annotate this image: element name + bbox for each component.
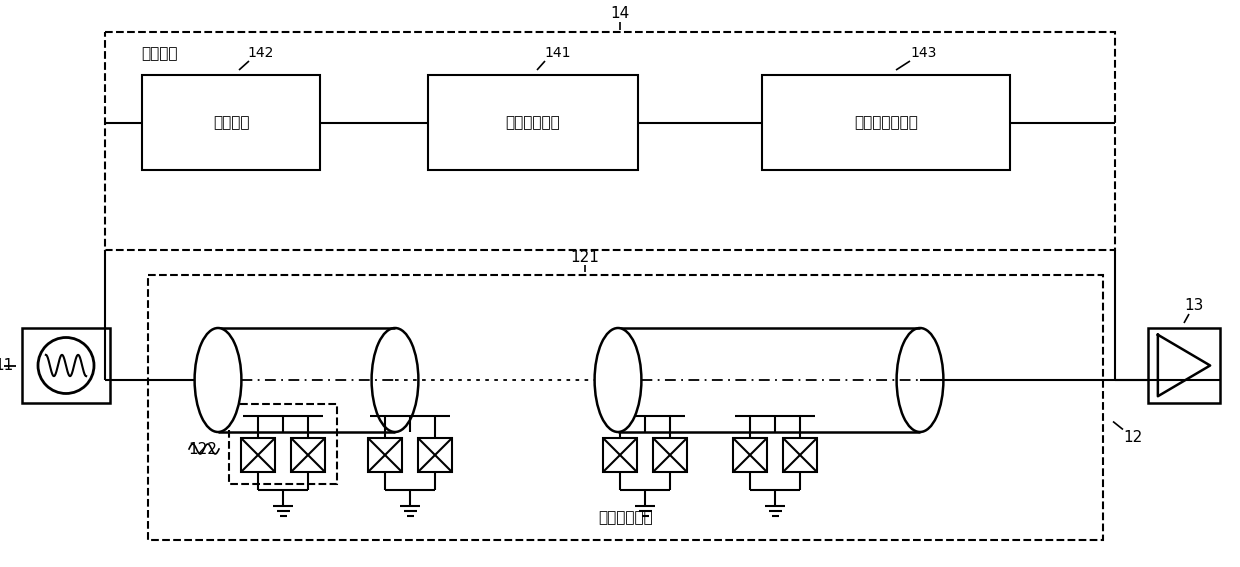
Bar xyxy=(368,438,402,472)
Text: 13: 13 xyxy=(1184,298,1204,314)
Text: 142: 142 xyxy=(248,46,274,60)
Text: 保真度计算单元: 保真度计算单元 xyxy=(854,115,918,130)
Text: 反馈单元: 反馈单元 xyxy=(213,115,249,130)
Bar xyxy=(418,438,453,472)
Ellipse shape xyxy=(595,328,641,432)
Bar xyxy=(241,438,275,472)
Text: 14: 14 xyxy=(610,6,630,22)
Text: 反馈模块: 反馈模块 xyxy=(141,46,179,61)
Bar xyxy=(148,275,1104,540)
Bar xyxy=(603,438,637,472)
Text: 11: 11 xyxy=(0,358,14,373)
Bar xyxy=(653,438,687,472)
Ellipse shape xyxy=(195,328,242,432)
Circle shape xyxy=(38,337,94,393)
Text: 122: 122 xyxy=(188,442,217,456)
Text: 121: 121 xyxy=(570,249,599,264)
Bar xyxy=(428,75,639,170)
Bar xyxy=(291,438,325,472)
Text: 12: 12 xyxy=(1123,430,1142,445)
Bar xyxy=(782,438,817,472)
Text: 超导量子模块: 超导量子模块 xyxy=(598,510,653,526)
Bar xyxy=(22,328,110,403)
Text: 141: 141 xyxy=(544,46,572,60)
Bar xyxy=(229,404,337,484)
Text: 143: 143 xyxy=(911,46,937,60)
Bar xyxy=(733,438,768,472)
Bar xyxy=(1148,328,1220,403)
Bar xyxy=(763,75,1011,170)
Bar xyxy=(143,75,320,170)
Bar xyxy=(105,32,1115,250)
Text: 参数优化单元: 参数优化单元 xyxy=(506,115,560,130)
